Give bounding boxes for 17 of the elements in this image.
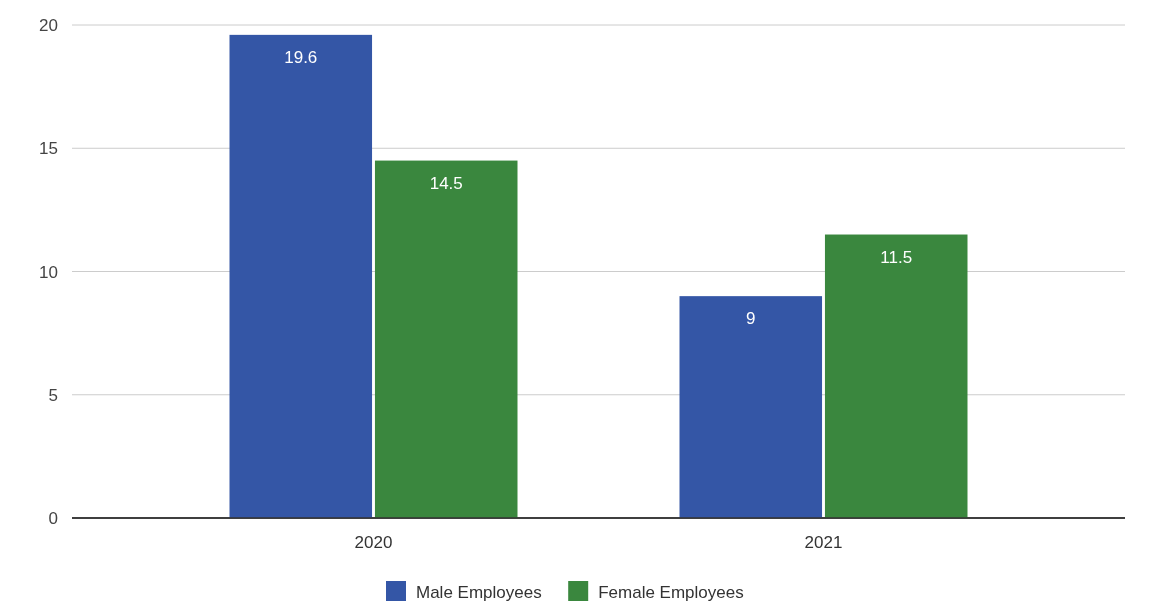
y-tick-label: 0 bbox=[48, 509, 58, 528]
y-tick-label: 5 bbox=[48, 385, 58, 405]
y-tick-label: 10 bbox=[39, 262, 58, 282]
y-tick-label: 15 bbox=[39, 139, 58, 159]
data-label: 9 bbox=[746, 309, 756, 329]
data-label: 11.5 bbox=[880, 247, 913, 267]
legend-label: Male Employees bbox=[416, 583, 542, 602]
bar bbox=[679, 296, 823, 518]
y-tick-label: 20 bbox=[39, 16, 58, 35]
bar bbox=[374, 160, 518, 518]
data-label: 14.5 bbox=[429, 173, 463, 193]
x-tick-label: 2020 bbox=[354, 533, 393, 552]
bar bbox=[229, 34, 373, 518]
bar bbox=[824, 234, 968, 518]
legend-label: Female Employees bbox=[598, 583, 744, 602]
x-tick-label: 2021 bbox=[804, 533, 843, 552]
data-label: 19.6 bbox=[284, 47, 318, 67]
